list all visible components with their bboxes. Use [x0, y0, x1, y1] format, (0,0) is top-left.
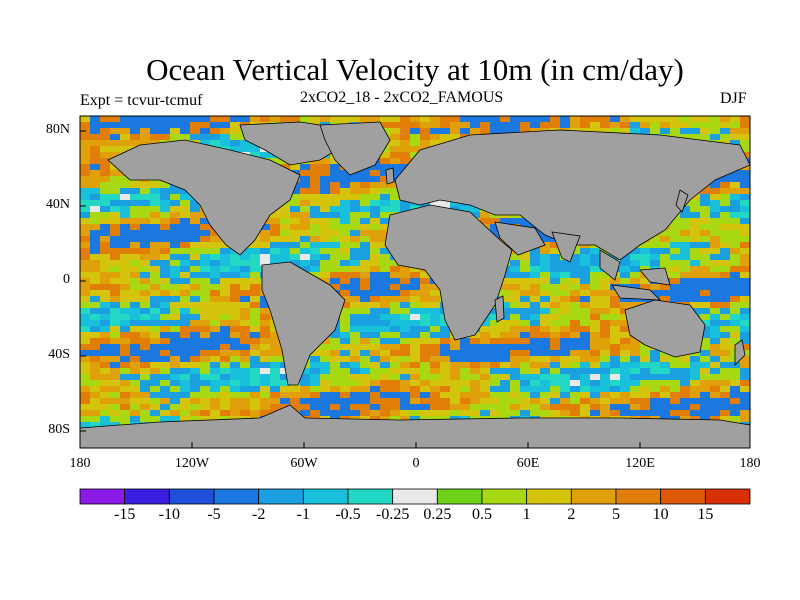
land-mask: [80, 121, 750, 448]
colorbar-swatch: [124, 488, 170, 505]
colorbar-swatch: [258, 488, 304, 505]
lat-tick-0: 0: [63, 272, 70, 287]
colorbar-label: 5: [612, 506, 620, 523]
colorbar-label: -0.25: [375, 506, 410, 523]
lon-tick-0: 0: [412, 456, 420, 471]
lon-tick-180e: 180: [739, 456, 761, 471]
colorbar-swatch: [347, 488, 394, 505]
lon-tick-120e: 120E: [625, 456, 655, 471]
season-label: DJF: [720, 90, 747, 107]
colorbar-swatch: [436, 488, 483, 505]
lat-tick-40s: 40S: [48, 347, 70, 362]
colorbar-swatch: [79, 488, 126, 505]
colorbar-label: -2: [251, 506, 266, 523]
colorbar-label: -10: [158, 506, 180, 523]
map-frame: [79, 115, 751, 449]
colorbar-label: 0.5: [472, 506, 492, 523]
experiment-label: Expt = tcvur-tcmuf: [80, 92, 203, 109]
colorbar-label: -15: [113, 506, 136, 523]
colorbar-label: 1: [522, 506, 531, 523]
colorbar-label: -0.5: [335, 506, 361, 523]
colorbar: [79, 488, 751, 505]
axis-ticks: [79, 130, 751, 448]
lat-tick-40n: 40N: [45, 197, 70, 212]
lon-tick-60e: 60E: [516, 456, 540, 471]
colorbar-swatch: [526, 488, 572, 505]
colorbar-swatch: [168, 488, 215, 505]
colorbar-label: -5: [207, 506, 221, 523]
colorbar-swatch: [660, 488, 706, 505]
colorbar-label: 0.25: [423, 506, 452, 523]
colorbar-label: 10: [652, 506, 669, 523]
colorbar-swatch: [392, 488, 438, 505]
lat-tick-80s: 80S: [48, 422, 70, 437]
lat-tick-80n: 80N: [45, 122, 70, 137]
colorbar-label: -1: [296, 506, 310, 523]
lon-tick-120w: 120W: [174, 456, 210, 471]
lon-tick-60w: 60W: [290, 456, 318, 471]
colorbar-swatch: [615, 488, 662, 505]
colorbar-label: 15: [697, 506, 714, 523]
colorbar-label: 2: [567, 506, 576, 523]
colorbar-swatch: [704, 488, 751, 505]
figure-title: Ocean Vertical Velocity at 10m (in cm/da…: [146, 52, 684, 87]
colorbar-swatch: [570, 488, 617, 505]
comparison-subtitle: 2xCO2_18 - 2xCO2_FAMOUS: [300, 89, 504, 106]
lon-tick-180w: 180: [69, 456, 91, 471]
colorbar-swatch: [213, 488, 260, 505]
colorbar-swatch: [302, 488, 349, 505]
colorbar-swatch: [481, 488, 528, 505]
